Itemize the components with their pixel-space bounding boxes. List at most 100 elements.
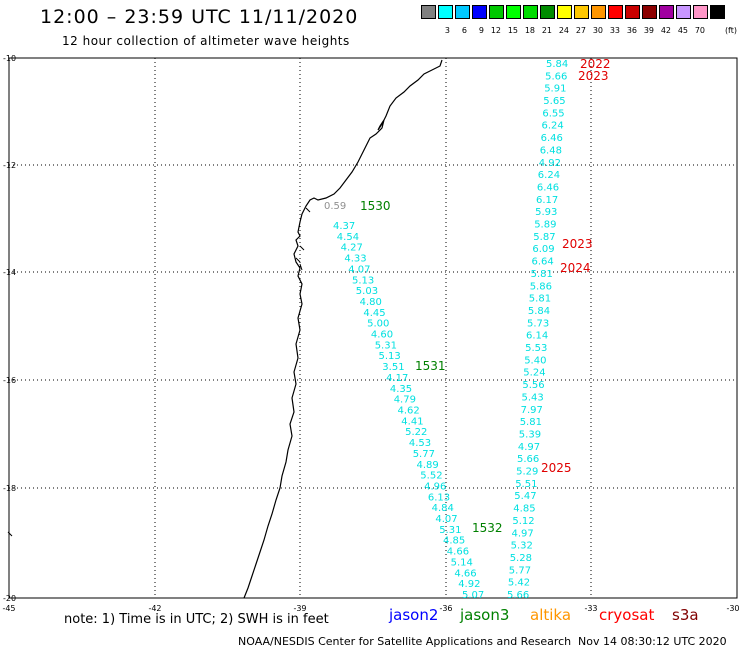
- pass-time-label: 2023: [578, 69, 609, 83]
- swh-value: 5.66: [507, 590, 529, 601]
- pass-time-label: 1530: [360, 199, 391, 213]
- scale-swatch: [540, 5, 555, 19]
- lon-tick-label: -42: [148, 604, 161, 613]
- scale-swatch: [642, 5, 657, 19]
- swh-value: 6.13: [428, 492, 450, 503]
- map-title: 12:00 – 23:59 UTC 11/11/2020: [40, 6, 359, 28]
- generation-timestamp: Nov 14 08:30:12 UTC 2020: [578, 635, 727, 648]
- lat-tick-label: -18: [3, 484, 16, 493]
- swh-value: 4.45: [363, 308, 385, 319]
- swh-value: 4.66: [454, 568, 476, 579]
- swh-value: 4.96: [424, 482, 446, 493]
- swh-value: 5.31: [439, 525, 461, 536]
- footer-note: note: 1) Time is in UTC; 2) SWH is in fe…: [64, 612, 329, 627]
- island-markers: [7, 207, 311, 537]
- swh-value: 5.65: [543, 96, 565, 107]
- scale-swatch: [438, 5, 453, 19]
- lat-tick-label: -16: [3, 376, 16, 385]
- swh-value: 5.66: [517, 454, 539, 465]
- swh-value: 0.59: [324, 201, 346, 212]
- scale-label: 3: [444, 26, 450, 35]
- swh-value: 5.73: [527, 318, 549, 329]
- swh-value: 4.85: [513, 504, 535, 515]
- swh-value: 6.24: [542, 121, 564, 132]
- swh-value: 5.56: [522, 380, 544, 391]
- swh-value: 5.39: [519, 430, 541, 441]
- swh-value: 5.47: [514, 491, 536, 502]
- scale-label: 36: [626, 26, 637, 35]
- scale-swatch: [557, 5, 572, 19]
- scale-label: 24: [558, 26, 569, 35]
- swh-value: 4.97: [518, 442, 540, 453]
- swh-value: 5.81: [520, 417, 542, 428]
- swh-value: 6.55: [542, 108, 564, 119]
- swh-value: 5.86: [530, 281, 552, 292]
- swh-value: 5.22: [405, 427, 427, 438]
- swh-value: 5.81: [531, 269, 553, 280]
- swh-value: 5.53: [525, 343, 547, 354]
- satellite-name: altika: [530, 606, 572, 624]
- lon-tick-label: -45: [2, 604, 15, 613]
- lon-tick-label: -30: [726, 604, 739, 613]
- swh-value: 5.07: [462, 590, 484, 601]
- swh-value: 6.14: [526, 331, 548, 342]
- swh-value: 6.46: [541, 133, 563, 144]
- swh-value: 5.81: [529, 294, 551, 305]
- swh-value: 5.84: [528, 306, 550, 317]
- swh-value: 4.27: [341, 243, 363, 254]
- scale-swatch: [523, 5, 538, 19]
- swh-value: 5.40: [524, 355, 546, 366]
- west-track-labels: 0.594.374.544.274.334.075.135.034.804.45…: [324, 201, 484, 601]
- scale-label: 33: [609, 26, 620, 35]
- scale-label: 21: [541, 26, 552, 35]
- swh-value: 5.32: [511, 541, 533, 552]
- swh-value: 5.93: [535, 207, 557, 218]
- lon-tick-label: -36: [439, 604, 452, 613]
- scale-swatch: [693, 5, 708, 19]
- swh-value: 3.51: [382, 362, 404, 373]
- swh-value: 7.97: [521, 405, 543, 416]
- swh-value: 4.07: [435, 514, 457, 525]
- swh-value: 5.77: [413, 449, 435, 460]
- scale-swatch: [591, 5, 606, 19]
- pass-time-label: 1532: [472, 521, 503, 535]
- swh-value: 4.54: [337, 232, 359, 243]
- swh-value: 4.07: [348, 264, 370, 275]
- swh-value: 5.87: [533, 232, 555, 243]
- satellite-name: jason3: [460, 606, 510, 624]
- swh-value: 4.92: [539, 158, 561, 169]
- scale-label: 70: [694, 26, 705, 35]
- swh-value: 4.37: [333, 221, 355, 232]
- swh-value: 5.28: [510, 553, 532, 564]
- scale-swatch: [659, 5, 674, 19]
- swh-value: 6.48: [540, 145, 562, 156]
- scale-swatch: [625, 5, 640, 19]
- swh-value: 5.91: [544, 84, 566, 95]
- swh-value: 5.13: [379, 351, 401, 362]
- swh-value: 5.03: [356, 286, 378, 297]
- scale-label: 18: [524, 26, 535, 35]
- east-track-labels: 5.845.665.915.656.556.246.466.484.926.24…: [507, 59, 568, 601]
- pass-time-label: 1531: [415, 359, 446, 373]
- swh-value: 5.00: [367, 319, 389, 330]
- swh-value: 4.89: [417, 460, 439, 471]
- scale-swatch: [608, 5, 623, 19]
- lat-lon-grid: [9, 58, 737, 598]
- swh-value: 4.66: [447, 547, 469, 558]
- swh-value: 5.84: [546, 59, 568, 70]
- swh-value: 5.29: [516, 467, 538, 478]
- swh-value: 6.17: [536, 195, 558, 206]
- pass-time-label: 2022: [580, 57, 611, 71]
- swh-value: 4.60: [371, 330, 393, 341]
- scale-label: 12: [490, 26, 501, 35]
- satellite-name: cryosat: [599, 606, 655, 624]
- swh-value: 6.46: [537, 183, 559, 194]
- scale-swatch: [455, 5, 470, 19]
- lon-tick-label: -33: [584, 604, 597, 613]
- swh-value: 5.12: [512, 516, 534, 527]
- swh-value: 5.51: [515, 479, 537, 490]
- scale-swatch: [574, 5, 589, 19]
- scale-label: 27: [575, 26, 586, 35]
- lat-tick-label: -10: [3, 54, 16, 63]
